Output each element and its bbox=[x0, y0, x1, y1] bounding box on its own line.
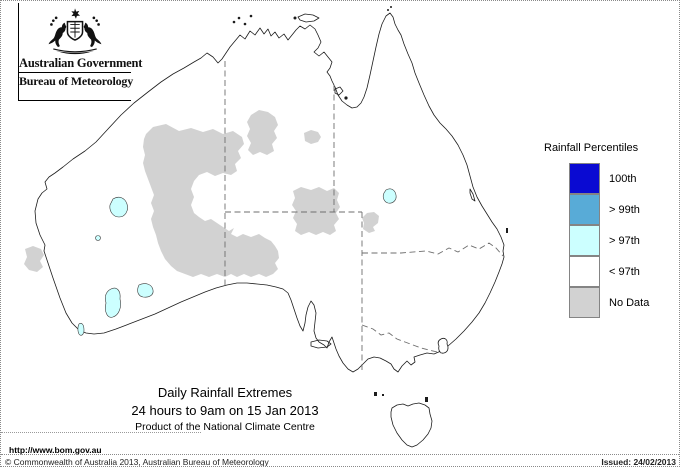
issued-date: Issued: 24/02/2013 bbox=[601, 457, 676, 467]
rain-patch-wa-south1 bbox=[105, 287, 121, 318]
caption-product: Product of the National Climate Centre bbox=[135, 421, 315, 433]
legend-label: No Data bbox=[609, 296, 650, 309]
no-data-nt-small-blob bbox=[304, 130, 321, 144]
government-label: Australian Government bbox=[19, 56, 143, 70]
fraser-island-outline bbox=[469, 188, 476, 202]
legend-row: 100th bbox=[569, 163, 649, 194]
legend-label: > 97th bbox=[609, 234, 640, 247]
no-data-nt-blob bbox=[247, 110, 278, 155]
footer-bar: © Commonwealth of Australia 2013, Austra… bbox=[1, 457, 679, 467]
caption-period: 24 hours to 9am on 15 Jan 2013 bbox=[131, 403, 319, 418]
legend-label: < 97th bbox=[609, 265, 640, 278]
no-data-regions bbox=[24, 110, 379, 277]
no-data-qld-blob bbox=[362, 212, 379, 233]
rain-patch-wa-dot bbox=[95, 235, 101, 241]
logo-divider bbox=[19, 72, 131, 73]
no-data-west-coast-blob bbox=[24, 246, 44, 272]
legend-swatch bbox=[569, 224, 600, 256]
legend-row: > 97th bbox=[569, 224, 649, 256]
tasmania-outline bbox=[390, 402, 433, 448]
legend-swatch bbox=[569, 163, 600, 194]
legend-row: < 97th bbox=[569, 255, 649, 287]
rain-patch-qld bbox=[382, 188, 397, 204]
state-borders bbox=[224, 61, 504, 371]
legend-label: > 99th bbox=[609, 203, 640, 216]
melville-island-outline bbox=[297, 13, 320, 23]
caption-title: Daily Rainfall Extremes bbox=[157, 385, 293, 400]
border-qld-nsw bbox=[362, 242, 504, 257]
mainland-outline bbox=[34, 12, 505, 373]
map-caption: Daily Rainfall Extremes 24 hours to 9am … bbox=[75, 384, 375, 434]
legend-row: No Data bbox=[569, 286, 650, 318]
island-specks bbox=[232, 6, 508, 402]
legend-row: > 99th bbox=[569, 193, 649, 225]
coat-of-arms-icon bbox=[48, 8, 102, 55]
no-data-central-blob bbox=[143, 124, 279, 277]
legend-label: 100th bbox=[609, 172, 637, 185]
groote-eylandt-outline bbox=[334, 86, 344, 96]
bom-url-text: http://www.bom.gov.au bbox=[9, 445, 102, 455]
legend-swatch bbox=[569, 193, 600, 225]
legend-rows: 100th > 99th > 97th < 97th No Data bbox=[569, 163, 649, 318]
kangaroo-island-outline bbox=[310, 339, 332, 349]
legend-title: Rainfall Percentiles bbox=[544, 142, 639, 154]
legend-swatch bbox=[569, 286, 600, 318]
footer-separator bbox=[1, 454, 679, 455]
rain-patch-wa-south2 bbox=[137, 283, 154, 298]
no-data-border-blob bbox=[292, 187, 340, 235]
bureau-label: Bureau of Meteorology bbox=[19, 74, 134, 88]
legend: Rainfall Percentiles 100th > 99th > 97th < … bbox=[544, 142, 679, 318]
copyright-text: © Commonwealth of Australia 2013, Austra… bbox=[5, 457, 269, 467]
border-nsw-vic bbox=[361, 324, 443, 354]
url-box-top-border bbox=[1, 432, 201, 433]
legend-swatch bbox=[569, 255, 600, 287]
government-logo-block: Australian Government Bureau of Meteorol… bbox=[18, 3, 143, 101]
coastline bbox=[34, 6, 508, 448]
rain-patch-sw-coast bbox=[77, 323, 85, 336]
rain-patch-wa-mid bbox=[109, 196, 128, 218]
lake-outline bbox=[437, 337, 449, 354]
rainfall-patches bbox=[77, 188, 397, 336]
